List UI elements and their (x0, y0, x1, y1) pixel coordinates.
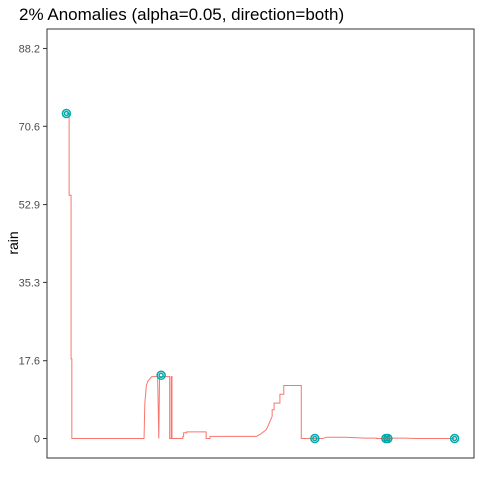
y-tick-label: 70.6 (19, 121, 40, 133)
y-tick-label: 0 (34, 434, 40, 446)
anomaly-point (63, 110, 70, 117)
series-layer (66, 112, 455, 440)
anomaly-point (451, 435, 458, 442)
anomaly-point (312, 435, 318, 442)
anomaly-layer (61, 108, 460, 444)
anomaly-point (383, 433, 393, 444)
y-axis-label: rain (5, 231, 21, 254)
anomaly-point (385, 435, 391, 442)
anomaly-point (310, 433, 320, 444)
anomaly-point (156, 370, 166, 381)
anomaly-point (61, 108, 72, 119)
y-tick-label: 35.3 (19, 277, 40, 289)
y-tick-label: 52.9 (19, 200, 40, 212)
y-tick-label: 88.2 (19, 43, 40, 55)
chart-title: 2% Anomalies (alpha=0.05, direction=both… (19, 5, 344, 24)
series-line (66, 112, 455, 440)
anomaly-point (158, 372, 164, 379)
anomaly-point (449, 433, 460, 444)
y-axis: 0 17.6 35.3 52.9 70.6 88.2 (19, 43, 47, 446)
plot-panel (46, 28, 475, 459)
y-tick-label: 17.6 (19, 356, 40, 368)
